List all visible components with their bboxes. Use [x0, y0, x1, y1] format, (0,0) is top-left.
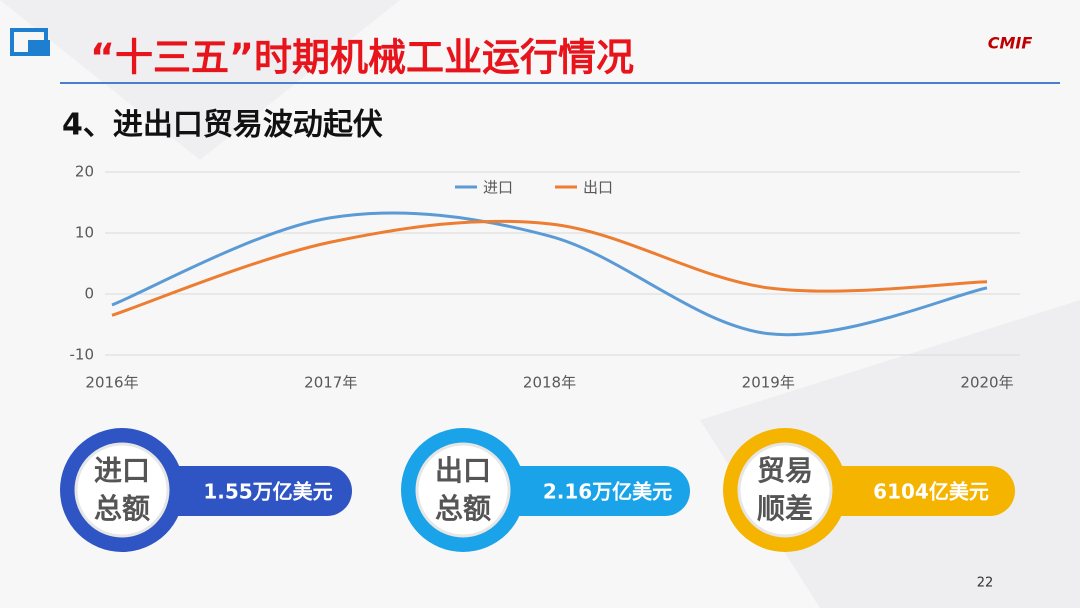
y-tick-label: 0 [84, 285, 94, 303]
y-tick-label: 20 [75, 163, 94, 181]
x-tick-label: 2018年 [523, 374, 576, 392]
subtitle: 4、进出口贸易波动起伏 [62, 108, 383, 143]
badge-value: 6104亿美元 [873, 480, 989, 504]
chart: -10 0 10 20 2016年 2017年 2018年 2019年 2020年 进口 出口 [70, 163, 1020, 392]
logo-icon [28, 40, 50, 56]
logo: CMIF [988, 34, 1033, 53]
badge-label: 进口 [94, 454, 150, 487]
badge-inner [74, 442, 170, 538]
badge-label: 总额 [94, 492, 150, 525]
title: “十三五”时期机械工业运行情况 [90, 36, 634, 80]
y-tick-label: -10 [70, 346, 95, 364]
line [111, 219, 988, 317]
x-tick-label: 2020年 [960, 374, 1013, 392]
x-tick-label: 2017年 [304, 374, 357, 392]
badge-label: 出口 [435, 454, 491, 487]
y-tick-label: 10 [75, 224, 94, 242]
legend-label: 进口 [483, 179, 513, 197]
badge-inner [737, 442, 833, 538]
legend-label: 出口 [583, 179, 613, 197]
page-number: 22 [977, 576, 994, 591]
x-tick-label: 2016年 [85, 374, 138, 392]
badge-inner [415, 442, 511, 538]
x-tick-label: 2019年 [742, 374, 795, 392]
line [111, 211, 988, 337]
badge-label: 贸易 [757, 454, 813, 487]
badge-label: 顺差 [757, 492, 813, 525]
bg-shape [0, 0, 400, 160]
badge-value: 2.16万亿美元 [543, 480, 672, 504]
badge-value: 1.55万亿美元 [203, 480, 332, 504]
badge-label: 总额 [435, 492, 491, 525]
